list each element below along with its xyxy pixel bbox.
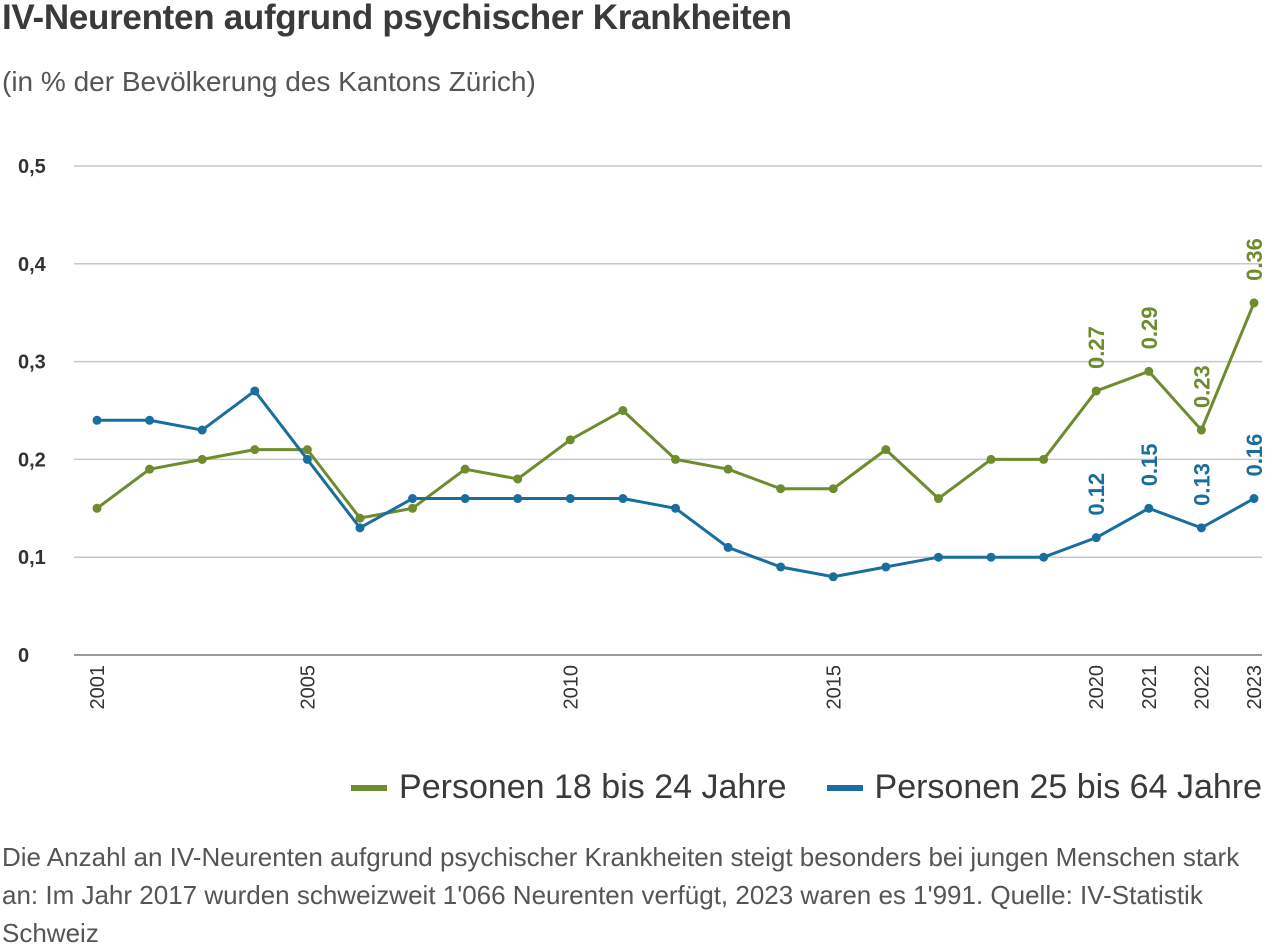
series-2-point — [618, 494, 628, 504]
series-2-data-label: 0.15 — [1137, 443, 1162, 486]
series-1-data-label: 0.23 — [1189, 365, 1214, 408]
line-chart: 0 0,1 0,2 0,3 0,4 0,5 2001 2005 2010 2015 2020 2021… — [18, 156, 1267, 710]
series-2-data-label: 0.13 — [1189, 463, 1214, 506]
y-tick-label: 0 — [18, 645, 29, 667]
y-tick-label: 0,5 — [18, 156, 46, 178]
series-1-point — [986, 454, 996, 464]
series-2-point — [776, 562, 786, 572]
series-2-data-label: 0.12 — [1084, 473, 1109, 516]
series-2-point — [671, 503, 680, 513]
series-1-point — [408, 503, 418, 513]
series-2-point — [1144, 503, 1154, 513]
legend-label-series-1: Personen 18 bis 24 Jahre — [399, 768, 787, 806]
series-1-point — [1091, 386, 1101, 396]
series-2-point — [250, 386, 260, 396]
y-tick-label: 0,3 — [18, 352, 46, 374]
series-2-point — [1196, 523, 1206, 533]
series-1-point — [723, 464, 733, 474]
series-1-data-label: 0.36 — [1242, 238, 1267, 281]
series-2-point — [723, 542, 733, 552]
series-2-point — [986, 552, 996, 562]
series-2-point — [881, 562, 891, 572]
x-tick-label: 2001 — [87, 665, 109, 710]
series-1-point — [618, 406, 628, 415]
series-1-data-label: 0.29 — [1137, 307, 1162, 350]
legend-swatch-series-1 — [351, 784, 388, 791]
x-tick-label: 2020 — [1086, 665, 1108, 710]
series-2-point — [408, 494, 418, 504]
chart-subtitle: (in % der Bevölkerung des Kantons Zürich… — [2, 66, 536, 97]
series-1-point — [1249, 298, 1259, 308]
legend-label-series-2: Personen 25 bis 64 Jahre — [874, 768, 1262, 806]
series-2-point — [828, 572, 838, 582]
series-2-point — [1249, 494, 1259, 504]
chart-caption: Die Anzahl an IV-Neurenten aufgrund psyc… — [2, 842, 1240, 948]
series-1-point — [1144, 366, 1154, 376]
series-line-2 — [95, 389, 1256, 579]
series-1-point — [776, 484, 786, 494]
series-2-point — [197, 425, 207, 435]
series-2-point — [933, 552, 943, 562]
series-2-point — [1039, 552, 1049, 562]
x-tick-label: 2022 — [1191, 665, 1213, 710]
series-1-point — [1196, 425, 1206, 435]
series-1-point — [828, 484, 838, 494]
series-2-point — [145, 415, 155, 425]
series-1-point — [250, 445, 260, 455]
chart-title: IV-Neurenten aufgrund psychischer Krankh… — [2, 0, 792, 37]
series-1-point — [881, 445, 891, 455]
series-2-point — [513, 494, 523, 504]
series-2-point — [460, 494, 470, 504]
series-1-point — [92, 503, 102, 513]
series-2-point — [1091, 533, 1101, 543]
series-1-point — [197, 454, 207, 464]
series-2-data-label: 0.16 — [1242, 434, 1267, 477]
y-tick-label: 0,4 — [18, 254, 47, 276]
series-1-point — [565, 435, 575, 445]
series-2-point — [302, 454, 312, 464]
series-2-point — [92, 415, 102, 425]
series-2-point — [565, 494, 575, 504]
series-1-point — [933, 494, 943, 504]
y-tick-label: 0,1 — [18, 547, 46, 569]
series-2-point — [355, 523, 365, 533]
series-1-point — [302, 445, 312, 455]
x-tick-label: 2005 — [297, 665, 319, 710]
x-tick-label: 2015 — [823, 665, 845, 710]
y-tick-label: 0,2 — [18, 449, 46, 471]
x-tick-label: 2023 — [1244, 665, 1266, 710]
series-1-data-label: 0.27 — [1084, 326, 1109, 369]
series-1-point — [145, 464, 155, 474]
x-tick-label: 2010 — [560, 665, 582, 710]
series-1-point — [671, 454, 680, 464]
series-1-point — [355, 513, 365, 523]
legend-swatch-series-2 — [826, 784, 863, 791]
series-1-point — [513, 474, 523, 484]
legend-item-series-1: Personen 18 bis 24 Jahre — [351, 768, 787, 807]
x-tick-label: 2021 — [1139, 665, 1161, 710]
series-1-point — [1039, 454, 1049, 464]
legend-item-series-2: Personen 25 bis 64 Jahre — [826, 768, 1262, 807]
chart-legend: Personen 18 bis 24 Jahre Personen 25 bis… — [311, 768, 1262, 807]
series-1-point — [460, 464, 470, 474]
